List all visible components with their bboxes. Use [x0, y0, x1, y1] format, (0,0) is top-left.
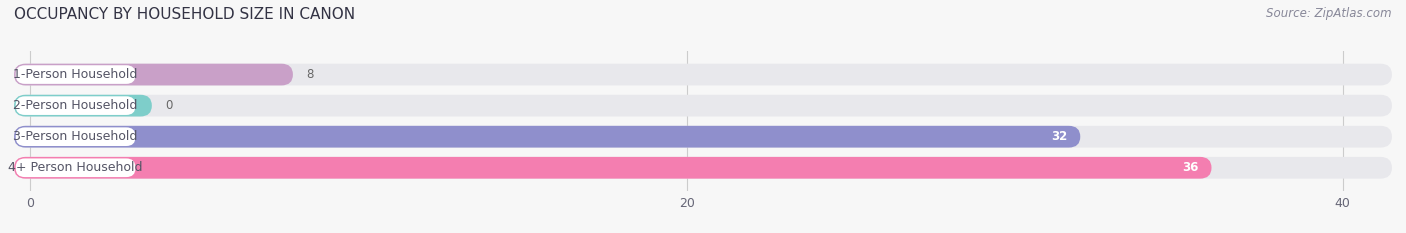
Text: 8: 8 [307, 68, 314, 81]
Text: Source: ZipAtlas.com: Source: ZipAtlas.com [1267, 7, 1392, 20]
Text: 1-Person Household: 1-Person Household [14, 68, 138, 81]
FancyBboxPatch shape [14, 95, 152, 116]
FancyBboxPatch shape [14, 157, 1212, 179]
FancyBboxPatch shape [15, 96, 135, 115]
FancyBboxPatch shape [15, 65, 135, 84]
FancyBboxPatch shape [14, 126, 1392, 147]
Text: 0: 0 [165, 99, 173, 112]
FancyBboxPatch shape [14, 126, 1080, 147]
FancyBboxPatch shape [15, 127, 135, 146]
Text: 32: 32 [1050, 130, 1067, 143]
Text: 3-Person Household: 3-Person Household [14, 130, 138, 143]
FancyBboxPatch shape [14, 64, 1392, 86]
FancyBboxPatch shape [14, 95, 1392, 116]
FancyBboxPatch shape [15, 158, 135, 177]
Text: 36: 36 [1182, 161, 1198, 174]
FancyBboxPatch shape [14, 64, 292, 86]
FancyBboxPatch shape [14, 157, 1392, 179]
Text: 4+ Person Household: 4+ Person Household [8, 161, 143, 174]
Text: 2-Person Household: 2-Person Household [14, 99, 138, 112]
Text: OCCUPANCY BY HOUSEHOLD SIZE IN CANON: OCCUPANCY BY HOUSEHOLD SIZE IN CANON [14, 7, 356, 22]
